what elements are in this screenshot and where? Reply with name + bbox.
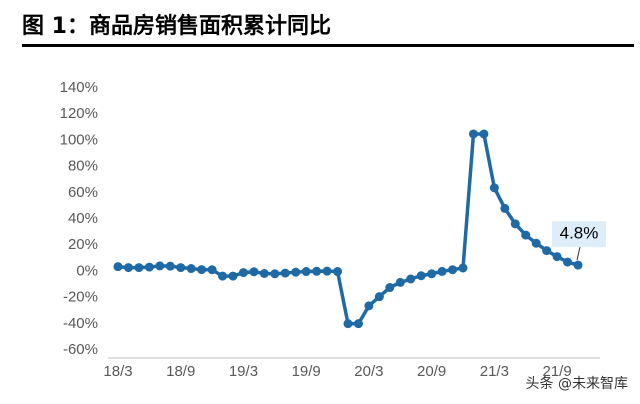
x-tick-label: 21/3 xyxy=(480,363,509,380)
data-line xyxy=(117,132,579,326)
data-point xyxy=(218,271,228,281)
data-point xyxy=(113,262,123,272)
data-point xyxy=(458,263,468,273)
y-tick-label: 60% xyxy=(68,184,98,201)
data-point xyxy=(563,257,573,267)
data-point xyxy=(197,265,207,275)
data-point xyxy=(437,266,447,276)
data-point xyxy=(489,183,499,193)
x-tick-label: 21/9 xyxy=(542,363,571,380)
data-point xyxy=(364,301,374,311)
label-box xyxy=(552,221,606,248)
data-point xyxy=(134,263,144,273)
data-point xyxy=(521,230,531,240)
y-tick-label: 100% xyxy=(60,131,98,148)
data-point xyxy=(312,266,322,276)
data-point xyxy=(144,262,154,272)
y-tick-label: -20% xyxy=(63,289,98,306)
data-point xyxy=(238,268,248,278)
x-tick-label: 19/3 xyxy=(229,363,258,380)
data-point xyxy=(176,263,186,273)
x-tick-label: 19/9 xyxy=(292,363,321,380)
data-point xyxy=(427,269,437,279)
data-point xyxy=(448,265,458,275)
data-point xyxy=(301,267,311,277)
data-point xyxy=(270,269,280,279)
data-point xyxy=(228,271,238,281)
label-leader xyxy=(576,246,581,261)
y-tick-label: 20% xyxy=(68,236,98,253)
data-point xyxy=(123,263,133,273)
y-tick-label: 40% xyxy=(68,210,98,227)
data-point xyxy=(395,277,405,287)
data-point xyxy=(374,292,384,302)
data-point xyxy=(416,271,426,281)
data-point xyxy=(186,264,196,274)
data-point xyxy=(207,265,217,275)
data-label: 4.8% xyxy=(560,224,599,243)
data-point xyxy=(343,319,353,329)
data-point xyxy=(249,267,259,277)
data-point xyxy=(322,266,332,276)
data-point xyxy=(291,267,301,277)
data-point xyxy=(468,129,478,139)
y-tick-label: 0% xyxy=(76,262,98,279)
data-point xyxy=(479,129,489,139)
data-point xyxy=(552,252,562,262)
title-rule xyxy=(22,44,634,47)
y-tick-label: 120% xyxy=(60,105,98,122)
data-point xyxy=(500,203,510,213)
y-tick-label: 140% xyxy=(60,79,98,96)
x-tick-label: 18/3 xyxy=(103,363,132,380)
data-point xyxy=(280,268,290,278)
data-point xyxy=(510,219,520,229)
x-tick-label: 20/3 xyxy=(354,363,383,380)
data-point xyxy=(353,319,363,329)
x-tick-label: 18/9 xyxy=(166,363,195,380)
y-tick-label: 80% xyxy=(68,158,98,175)
x-tick-label: 20/9 xyxy=(417,363,446,380)
data-point xyxy=(542,246,552,256)
y-tick-label: -60% xyxy=(63,341,98,358)
data-point xyxy=(406,274,416,284)
data-point xyxy=(385,283,395,293)
data-point xyxy=(573,260,583,270)
y-tick-label: -40% xyxy=(63,315,98,332)
data-point xyxy=(165,261,175,271)
data-point xyxy=(155,261,165,271)
data-point xyxy=(531,238,541,248)
data-point xyxy=(333,267,343,277)
data-point xyxy=(259,268,269,278)
chart-title: 图 1：商品房销售面积累计同比 xyxy=(22,13,331,39)
watermark: 头条 @未来智库 xyxy=(526,375,628,392)
